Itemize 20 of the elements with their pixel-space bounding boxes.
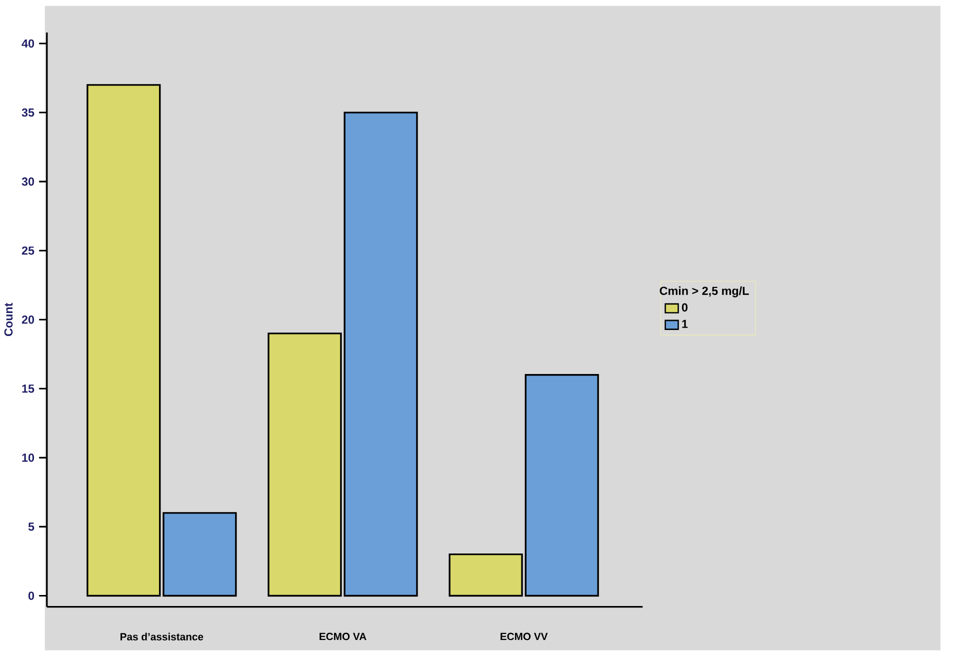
legend-label: 0 [682, 303, 688, 312]
y-tick-label: 25 [22, 246, 34, 255]
y-tick-label: 40 [22, 39, 34, 48]
y-tick-label: 5 [28, 522, 34, 531]
y-tick-label: 15 [22, 384, 34, 393]
legend-title: Cmin > 2,5 mg/L [660, 286, 749, 298]
legend-label: 1 [682, 320, 688, 328]
x-tick-label: ECMO VV [500, 632, 548, 640]
bar [162, 512, 237, 597]
y-tick-label: 30 [22, 177, 34, 186]
y-tick-label: 0 [28, 592, 34, 600]
x-tick-label: Pas d’assistance [120, 632, 204, 640]
y-tick-label: 35 [22, 108, 34, 117]
y-axis-title: Count [4, 302, 13, 336]
y-tick-label: 10 [22, 454, 34, 462]
bar [524, 374, 599, 597]
y-tick-label: 20 [22, 315, 34, 324]
bar [448, 553, 523, 597]
x-tick-label: ECMO VA [320, 632, 366, 640]
bar [86, 84, 161, 597]
